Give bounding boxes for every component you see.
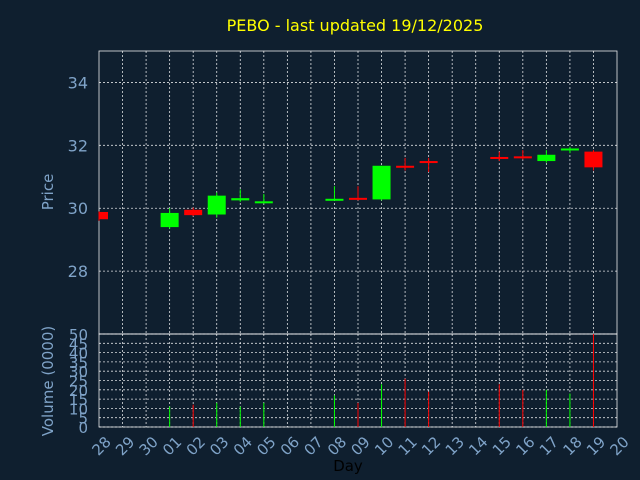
volume-tick-label: 0 [78,419,88,437]
price-axis-label: Price [39,174,57,211]
x-tick-label: 29 [112,433,138,459]
x-tick-label: 02 [183,433,209,459]
candle-body [160,212,179,228]
x-tick-label: 16 [512,433,538,459]
x-tick-label: 15 [489,433,515,459]
candle-body [184,209,203,216]
volume-tick-label: 45 [69,335,88,353]
volume-tick-label: 40 [69,345,88,363]
price-tick-label: 30 [68,199,88,218]
x-axis-label: Day [333,457,363,475]
candle-body [490,156,509,159]
price-axis-ticks: 28 30 32 34 [68,73,88,281]
volume-tick-label: 15 [69,391,88,409]
x-tick-label: 14 [465,433,491,459]
volume-tick-label: 25 [69,373,88,391]
candle-body [372,165,391,200]
candle-body [560,148,579,151]
price-tick-label: 32 [68,136,88,155]
x-tick-label: 07 [300,433,326,459]
x-tick-label: 01 [159,433,185,459]
candle-body [349,197,367,200]
candle-body [207,195,226,215]
x-tick-label: 11 [395,433,421,459]
candle-body [325,198,344,201]
price-tick-label: 28 [68,262,88,281]
chart-title: PEBO - last updated 19/12/2025 [227,16,484,35]
candle-body [513,156,532,159]
candle-body [231,198,250,201]
candle-body [396,165,415,168]
volume-tick-label: 20 [69,382,88,400]
candle-body [99,211,108,220]
x-tick-label: 10 [371,433,397,459]
candle-body [537,154,556,162]
volume-tick-label: 35 [69,354,88,372]
x-tick-label: 03 [206,433,232,459]
x-tick-label: 28 [89,433,115,459]
x-tick-label: 09 [348,433,374,459]
x-tick-label: 17 [536,433,562,459]
volume-tick-label: 5 [78,410,88,428]
volume-tick-label: 30 [69,363,88,381]
x-tick-label: 12 [418,433,444,459]
candle-body [254,201,273,204]
candle-body [584,151,603,168]
candlesticks [98,146,603,229]
x-tick-label: 20 [607,433,633,459]
x-tick-label: 06 [277,433,303,459]
x-tick-label: 13 [442,433,468,459]
x-tick-label: 08 [324,433,350,459]
volume-tick-label: 50 [69,326,88,344]
volume-tick-label: 10 [69,400,88,418]
candle-body [419,161,438,164]
x-tick-label: 05 [253,433,279,459]
x-axis-ticks: 2829300102030405060708091011121314151617… [89,433,633,459]
x-tick-label: 04 [230,433,256,459]
x-tick-label: 30 [136,433,162,459]
volume-axis-label: Volume (0000) [39,326,57,436]
x-tick-label: 18 [559,433,585,459]
x-tick-label: 19 [583,433,609,459]
volume-bars [169,334,594,427]
price-tick-label: 34 [68,73,88,92]
